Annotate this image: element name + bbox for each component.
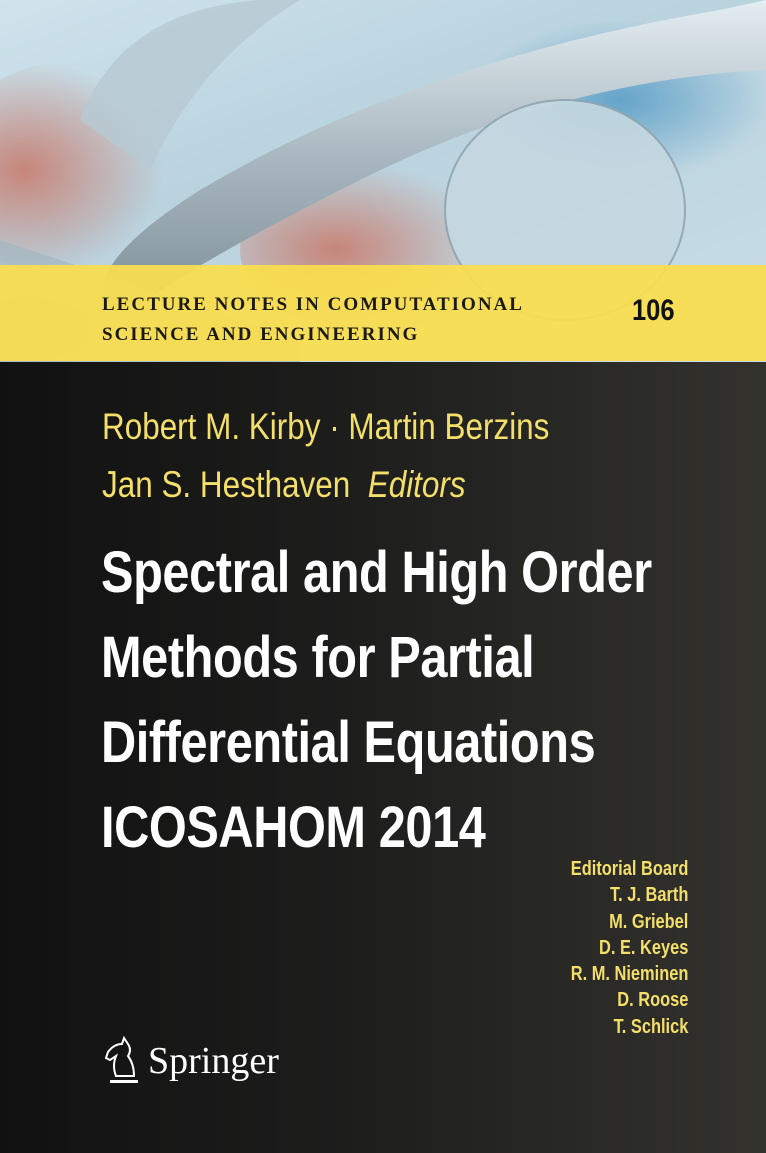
board-member: R. M. Nieminen <box>570 963 688 986</box>
editors-role: Editors <box>367 464 466 505</box>
publisher-logo: Springer <box>104 1036 279 1086</box>
board-member: T. J. Barth <box>609 884 688 907</box>
volume-number: 106 <box>632 294 675 327</box>
board-member: D. Roose <box>616 989 688 1012</box>
editorial-board-heading: Editorial Board <box>570 858 688 880</box>
board-member: D. E. Keyes <box>598 936 688 959</box>
publisher-name: Springer <box>148 1040 279 1082</box>
series-title-line1: LECTURE NOTES IN COMPUTATIONAL <box>102 294 524 315</box>
editor-name: Jan S. Hesthaven <box>102 464 351 505</box>
board-member: M. Griebel <box>608 910 688 933</box>
title-line: Spectral and High Order <box>101 540 652 605</box>
editors-line1: Robert M. Kirby · Martin Berzins <box>102 406 550 447</box>
editorial-board: Editorial Board T. J. Barth M. Griebel D… <box>570 856 688 1040</box>
board-member: T. Schlick <box>613 1015 688 1038</box>
book-title: Spectral and High Order Methods for Part… <box>101 530 652 870</box>
series-title: LECTURE NOTES IN COMPUTATIONAL SCIENCE A… <box>102 290 524 350</box>
editors: Robert M. Kirby · Martin Berzins Jan S. … <box>102 398 549 514</box>
knight-chess-piece-icon <box>104 1036 138 1083</box>
series-title-line2: SCIENCE AND ENGINEERING <box>102 324 420 345</box>
title-line: ICOSAHOM 2014 <box>101 795 486 860</box>
dark-background <box>0 362 766 1153</box>
series-band <box>0 265 766 361</box>
title-line: Methods for Partial <box>101 625 535 690</box>
title-line: Differential Equations <box>101 710 596 775</box>
editors-line2: Jan S. Hesthaven Editors <box>102 456 549 514</box>
